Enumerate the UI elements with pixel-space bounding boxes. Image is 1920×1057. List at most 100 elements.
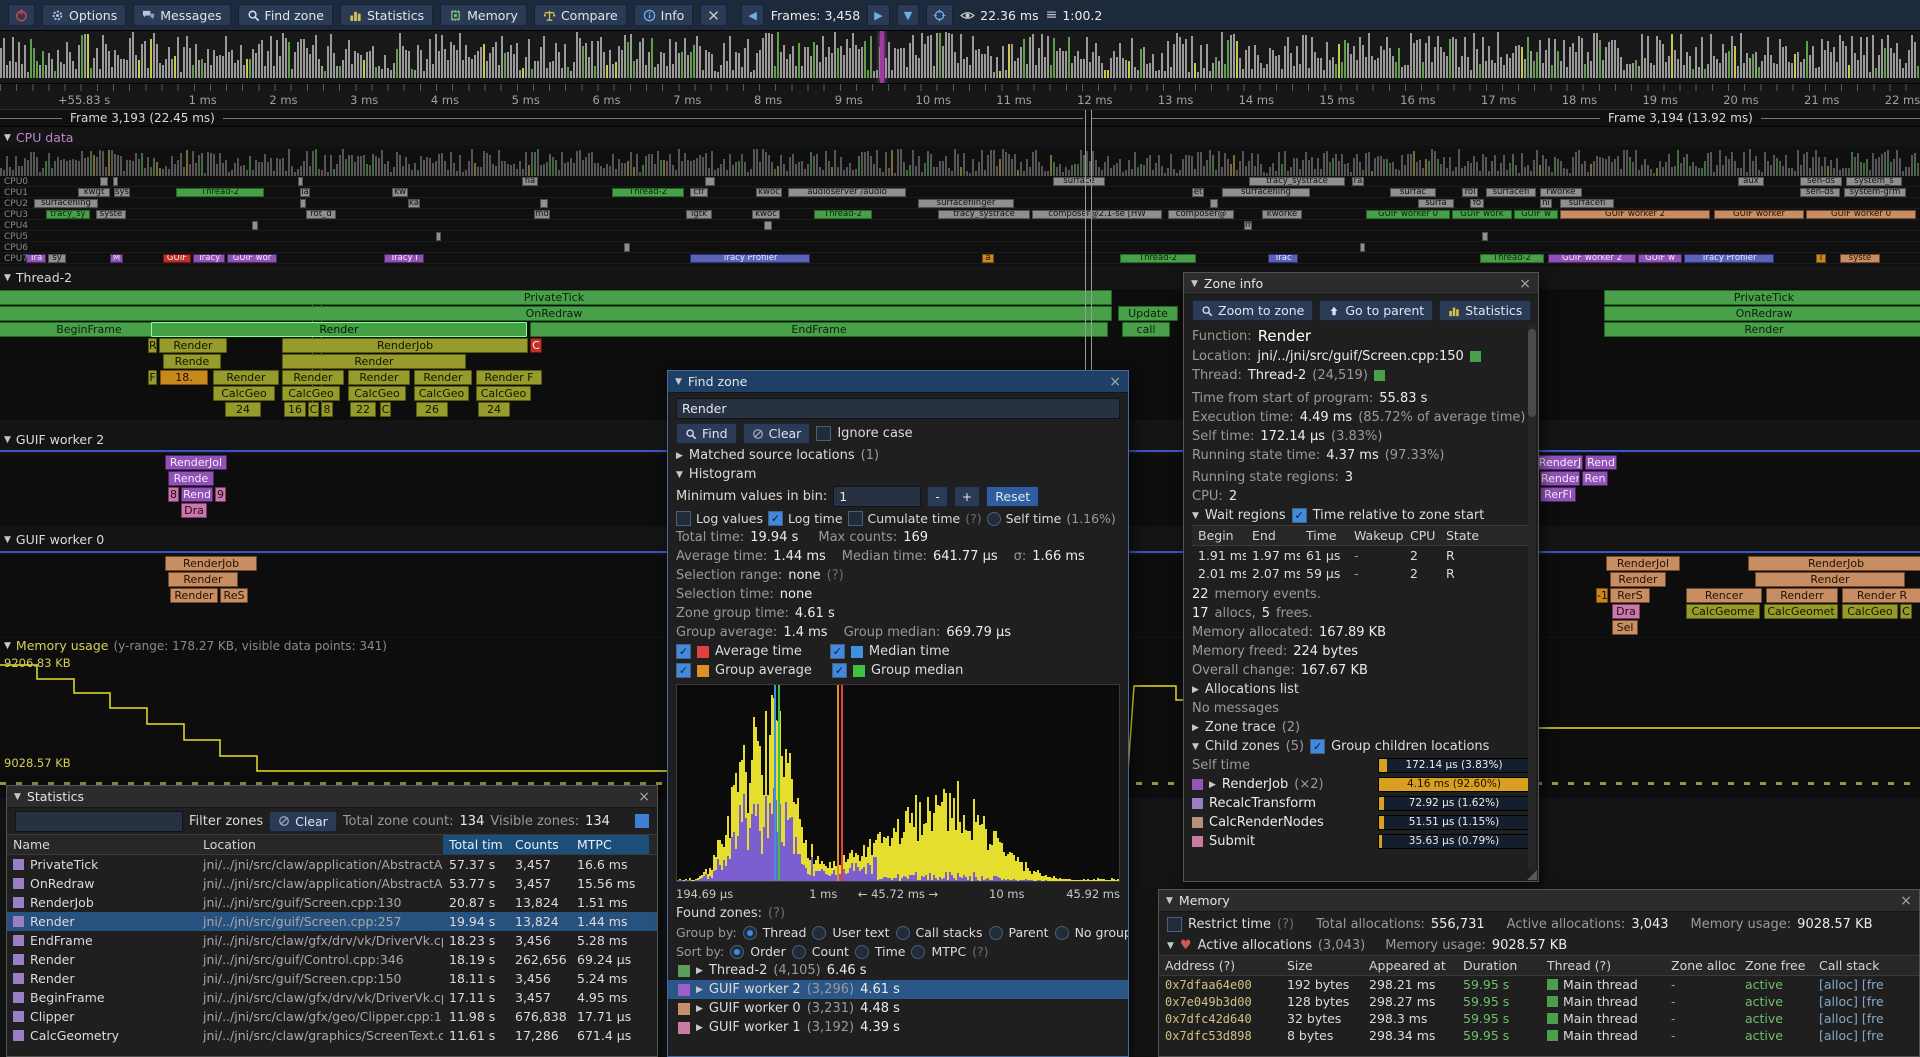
thread2-header[interactable]: ▼ Thread-2	[4, 270, 72, 285]
guif-worker0-header[interactable]: ▼ GUIF worker 0	[4, 532, 104, 547]
frame-bar[interactable]	[747, 38, 749, 78]
timeline-zone[interactable]: RenderJol	[1606, 556, 1680, 571]
frame-bar[interactable]	[1236, 41, 1238, 78]
frame-bar[interactable]	[525, 57, 527, 78]
frame-bar[interactable]	[834, 32, 836, 78]
frame-bar[interactable]	[1416, 39, 1418, 78]
frame-bar[interactable]	[1245, 50, 1247, 78]
frame-bar[interactable]	[1470, 70, 1472, 78]
timeline-zone[interactable]: C	[530, 338, 542, 353]
frame-bar[interactable]	[1593, 33, 1595, 78]
messages-button[interactable]: Messages	[133, 4, 231, 26]
frame-bar[interactable]	[957, 63, 959, 78]
stats-table-row[interactable]: PrivateTick jni/../jni/src/claw/applicati…	[7, 855, 657, 874]
frame-bar[interactable]	[204, 63, 206, 78]
zone-trace-row[interactable]: ▶ Zone trace (2)	[1192, 720, 1301, 735]
frame-bar[interactable]	[18, 42, 20, 78]
frame-bar[interactable]	[1830, 52, 1832, 78]
frame-bar[interactable]	[606, 64, 608, 78]
frame-bar[interactable]	[588, 56, 590, 78]
frame-bar[interactable]	[297, 41, 299, 78]
frame-bar[interactable]	[912, 35, 914, 78]
cpu-usage-ribbon[interactable]	[0, 146, 1920, 176]
cpu-zone[interactable]: surface	[1053, 177, 1105, 186]
frame-bar[interactable]	[267, 50, 269, 78]
frame-bar[interactable]	[21, 64, 23, 78]
frame-bar[interactable]	[1572, 42, 1574, 78]
frame-bar[interactable]	[1614, 39, 1616, 78]
frame-bar[interactable]	[465, 45, 467, 78]
frame-bar[interactable]	[1686, 51, 1688, 78]
frame-bar[interactable]	[816, 44, 818, 78]
cpu-zone[interactable]	[624, 243, 630, 252]
frame-bar[interactable]	[630, 33, 632, 78]
frame-bar[interactable]	[165, 58, 167, 78]
frame-bar[interactable]	[114, 49, 116, 78]
frame-bar[interactable]	[1038, 47, 1040, 78]
frame-bar[interactable]	[1374, 60, 1376, 78]
cpu-zone[interactable]: I	[1816, 254, 1826, 263]
frame-bar[interactable]	[51, 59, 53, 78]
frame-bar[interactable]	[711, 53, 713, 78]
cpu-zone[interactable]	[298, 177, 303, 186]
frame-bar[interactable]	[1791, 62, 1793, 78]
allocation-row[interactable]: 0x7dfaa64e00 192 bytes 298.21 ms 59.95 s Mai…	[1159, 976, 1919, 993]
frame-bar[interactable]	[1779, 39, 1781, 78]
frame-bar[interactable]	[1797, 52, 1799, 78]
frame-bar[interactable]	[627, 42, 629, 78]
frame-bar[interactable]	[618, 45, 620, 78]
frame-bar[interactable]	[1527, 37, 1529, 78]
frame-bar[interactable]	[1890, 47, 1892, 78]
frame-bar[interactable]	[6, 65, 8, 78]
frame-bar[interactable]	[462, 59, 464, 78]
frame-bar[interactable]	[1335, 63, 1337, 78]
frame-bar[interactable]	[1656, 36, 1658, 78]
frame-bar[interactable]	[648, 51, 650, 78]
frame-bar[interactable]	[753, 69, 755, 78]
statistics-titlebar[interactable]: ▼ Statistics ×	[7, 786, 657, 808]
frame-bar[interactable]	[1194, 62, 1196, 78]
frame-bar[interactable]	[1893, 52, 1895, 78]
frame-bar[interactable]	[942, 45, 944, 78]
frame-bar[interactable]	[1746, 52, 1748, 78]
frame-bar[interactable]	[1653, 65, 1655, 78]
frame-bar[interactable]	[1833, 47, 1835, 78]
frame-bar[interactable]	[255, 52, 257, 78]
cpu-zone[interactable]: surfacefling	[34, 199, 98, 208]
frame-bar[interactable]	[756, 52, 758, 78]
timeline-zone[interactable]: C	[308, 402, 319, 417]
frame-bar[interactable]	[876, 69, 878, 78]
child-zones-header[interactable]: ▼ Child zones (5) Group children locatio…	[1184, 737, 1538, 756]
frame-bar[interactable]	[1536, 52, 1538, 78]
allocations-list-row[interactable]: ▶ Allocations list	[1192, 682, 1300, 697]
column-header[interactable]: Duration	[1463, 958, 1518, 973]
frame-bar[interactable]	[1575, 52, 1577, 78]
frame-bar[interactable]	[1380, 46, 1382, 78]
frame-bar[interactable]	[1485, 60, 1487, 78]
timeline-zone[interactable]: R	[148, 338, 157, 353]
bin-increase-button[interactable]: +	[953, 486, 981, 507]
timeline-zone[interactable]: Render	[1604, 322, 1920, 337]
frame-bar[interactable]	[1128, 61, 1130, 78]
close-icon[interactable]: ×	[1109, 373, 1121, 390]
frame-bar[interactable]	[843, 54, 845, 78]
timeline-zone[interactable]: Update	[1118, 306, 1178, 321]
zone-group-row[interactable]: ▶ GUIF worker 1 (3,192) 4.39 s	[668, 1018, 1128, 1037]
column-header[interactable]: Call stack	[1819, 958, 1880, 973]
frame-bar[interactable]	[495, 42, 497, 78]
frame-bar[interactable]	[1497, 32, 1499, 78]
timeline-zone[interactable]: CalcGeomet	[1764, 604, 1838, 619]
frame-bar[interactable]	[1542, 62, 1544, 78]
frame-bar[interactable]	[1752, 54, 1754, 78]
power-button[interactable]	[8, 4, 35, 26]
frame-bar[interactable]	[924, 44, 926, 78]
frame-bar[interactable]	[1230, 34, 1232, 78]
cpu-zone[interactable]: Trac	[1268, 254, 1298, 263]
frame-bar[interactable]	[390, 69, 392, 78]
close-icon[interactable]: ×	[1519, 275, 1531, 292]
frame-bar[interactable]	[1677, 58, 1679, 78]
frame-bar[interactable]	[693, 45, 695, 78]
cpu-zone[interactable]: system-grm	[1844, 188, 1906, 197]
timeline-zone[interactable]: Rencer	[1686, 588, 1762, 603]
frame-bar[interactable]	[1170, 67, 1172, 78]
